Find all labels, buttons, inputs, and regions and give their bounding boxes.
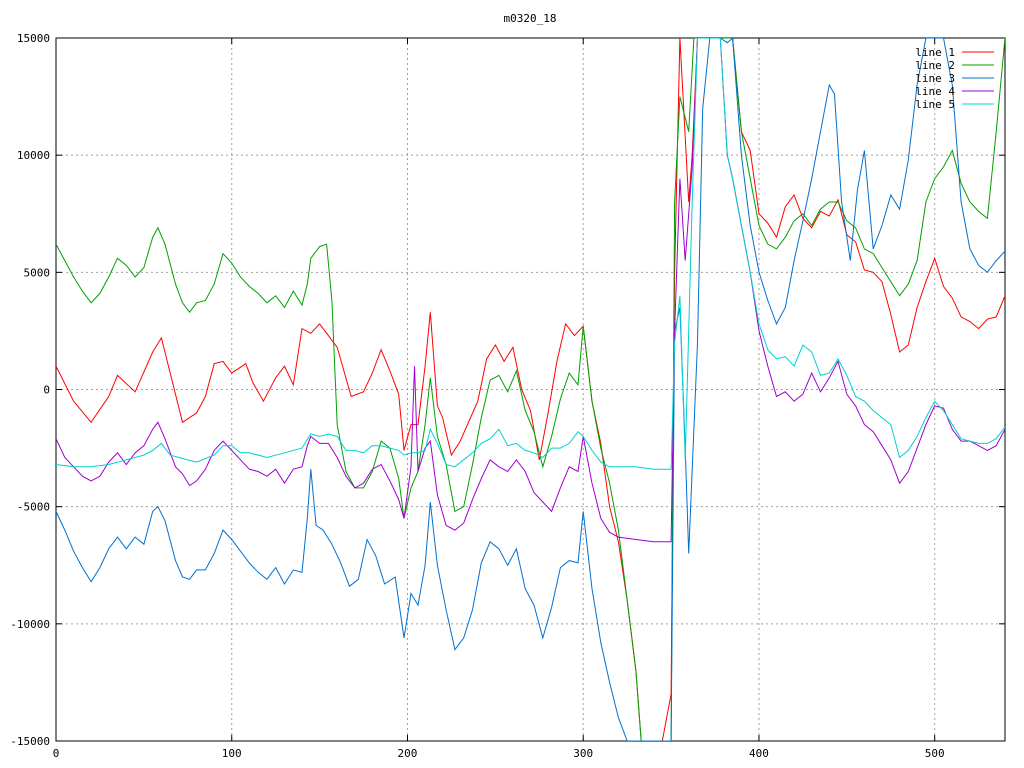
y-tick-label: 0 — [43, 384, 50, 397]
y-tick-label: 10000 — [17, 149, 50, 162]
x-tick-label: 300 — [573, 747, 593, 760]
x-tick-label: 200 — [398, 747, 418, 760]
series-line-4 — [56, 38, 1005, 543]
x-tick-label: 100 — [222, 747, 242, 760]
y-tick-label: -5000 — [17, 501, 50, 514]
chart-title: m0320_18 — [504, 12, 557, 25]
legend-label: line 4 — [915, 85, 955, 98]
y-tick-label: -10000 — [10, 618, 50, 631]
series-line-5 — [56, 38, 1005, 470]
legend-label: line 3 — [915, 72, 955, 85]
grid-lines — [56, 38, 1005, 741]
series-line-3 — [56, 38, 1005, 741]
x-tick-label: 0 — [53, 747, 60, 760]
series-lines — [56, 38, 1005, 741]
legend-label: line 5 — [915, 98, 955, 111]
x-tick-label: 500 — [925, 747, 945, 760]
x-tick-label: 400 — [749, 747, 769, 760]
y-tick-label: 5000 — [24, 266, 51, 279]
y-tick-label: -15000 — [10, 735, 50, 748]
series-line-2 — [56, 38, 1005, 741]
legend-label: line 2 — [915, 59, 955, 72]
legend-label: line 1 — [915, 46, 955, 59]
y-tick-label: 15000 — [17, 32, 50, 45]
series-line-1 — [56, 38, 1005, 741]
axis-ticks: 0 100 200 300 400 500 -15000 -10000 -5000 0 5000 10… — [10, 32, 1005, 760]
